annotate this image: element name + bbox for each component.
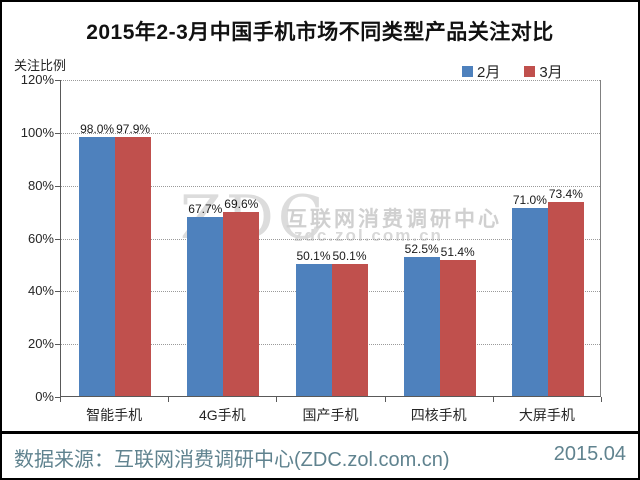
value-label: 98.0% [80, 122, 115, 137]
plot-area: 98.0% 97.9% 67.7% 69.6% 50.1% 50.1% 52.5% 51.4%… [60, 80, 601, 397]
x-axis-tick [601, 397, 602, 402]
category-label: 智能手机 [86, 407, 143, 423]
x-axis-tick [168, 397, 170, 402]
y-axis-title: 关注比例 [14, 58, 67, 73]
category-label: 国产手机 [302, 407, 359, 423]
y-tick-label: 40% [27, 283, 54, 299]
category-label: 大屏手机 [518, 407, 575, 423]
bar-3月-4G手机 [223, 212, 260, 396]
y-axis-tick [55, 132, 60, 134]
value-label: 50.1% [296, 248, 331, 263]
category-label: 4G手机 [198, 407, 246, 423]
bar-3月-四核手机 [439, 260, 476, 396]
x-axis-tick [276, 397, 278, 402]
value-label: 51.4% [440, 245, 475, 260]
chart-title: 2015年2-3月中国手机市场不同类型产品关注对比 [86, 21, 554, 44]
bar-3月-国产手机 [331, 263, 368, 396]
x-axis-tick [492, 397, 494, 402]
value-label: 50.1% [332, 248, 367, 263]
y-tick-label: 20% [27, 336, 54, 352]
gridline [61, 132, 600, 134]
footer-divider [2, 431, 638, 434]
bar-2月-四核手机 [403, 257, 440, 396]
gridline [61, 185, 600, 187]
y-axis-tick [55, 291, 60, 293]
legend-swatch-feb-icon [462, 66, 473, 77]
watermark-text: 互联网消费调研中心 [286, 208, 502, 231]
y-tick-label: 100% [20, 124, 54, 140]
y-axis-tick [55, 238, 60, 240]
bar-2月-大屏手机 [511, 208, 548, 396]
y-tick-label: 60% [27, 230, 54, 246]
x-axis-tick [384, 397, 386, 402]
legend: 2月 3月 [462, 61, 563, 82]
y-tick-label: 120% [20, 72, 54, 87]
gridline [61, 80, 600, 81]
bar-2月-4G手机 [187, 217, 224, 396]
value-label: 97.9% [116, 122, 151, 137]
legend-swatch-mar-icon [524, 66, 536, 77]
value-label: 67.7% [188, 202, 223, 217]
value-label: 52.5% [404, 242, 439, 257]
legend-item-feb: 2月 [462, 61, 500, 82]
value-label: 73.4% [548, 187, 583, 202]
y-axis-tick [55, 185, 60, 187]
legend-label-mar: 3月 [539, 64, 563, 81]
y-axis-tick [55, 80, 60, 81]
value-label: 69.6% [224, 197, 259, 212]
bar-3月-大屏手机 [547, 202, 584, 396]
category-label: 四核手机 [410, 407, 467, 423]
y-tick-label: 80% [27, 177, 54, 193]
bar-2月-智能手机 [79, 137, 116, 396]
x-axis-tick [60, 397, 61, 402]
bar-3月-智能手机 [115, 137, 152, 396]
y-axis-tick [55, 397, 60, 398]
footer-date: 2015.04 [553, 443, 626, 465]
watermark-url: zdc.zol.com.cn [294, 226, 443, 245]
legend-label-feb: 2月 [477, 64, 501, 81]
footer-source: 数据来源：互联网消费调研中心(ZDC.zol.com.cn) [14, 449, 450, 471]
legend-item-mar: 3月 [524, 61, 563, 82]
y-axis-tick [55, 344, 60, 346]
value-label: 71.0% [512, 193, 547, 208]
bar-2月-国产手机 [295, 263, 332, 396]
y-tick-label: 0% [35, 389, 54, 404]
gridline [61, 238, 600, 240]
